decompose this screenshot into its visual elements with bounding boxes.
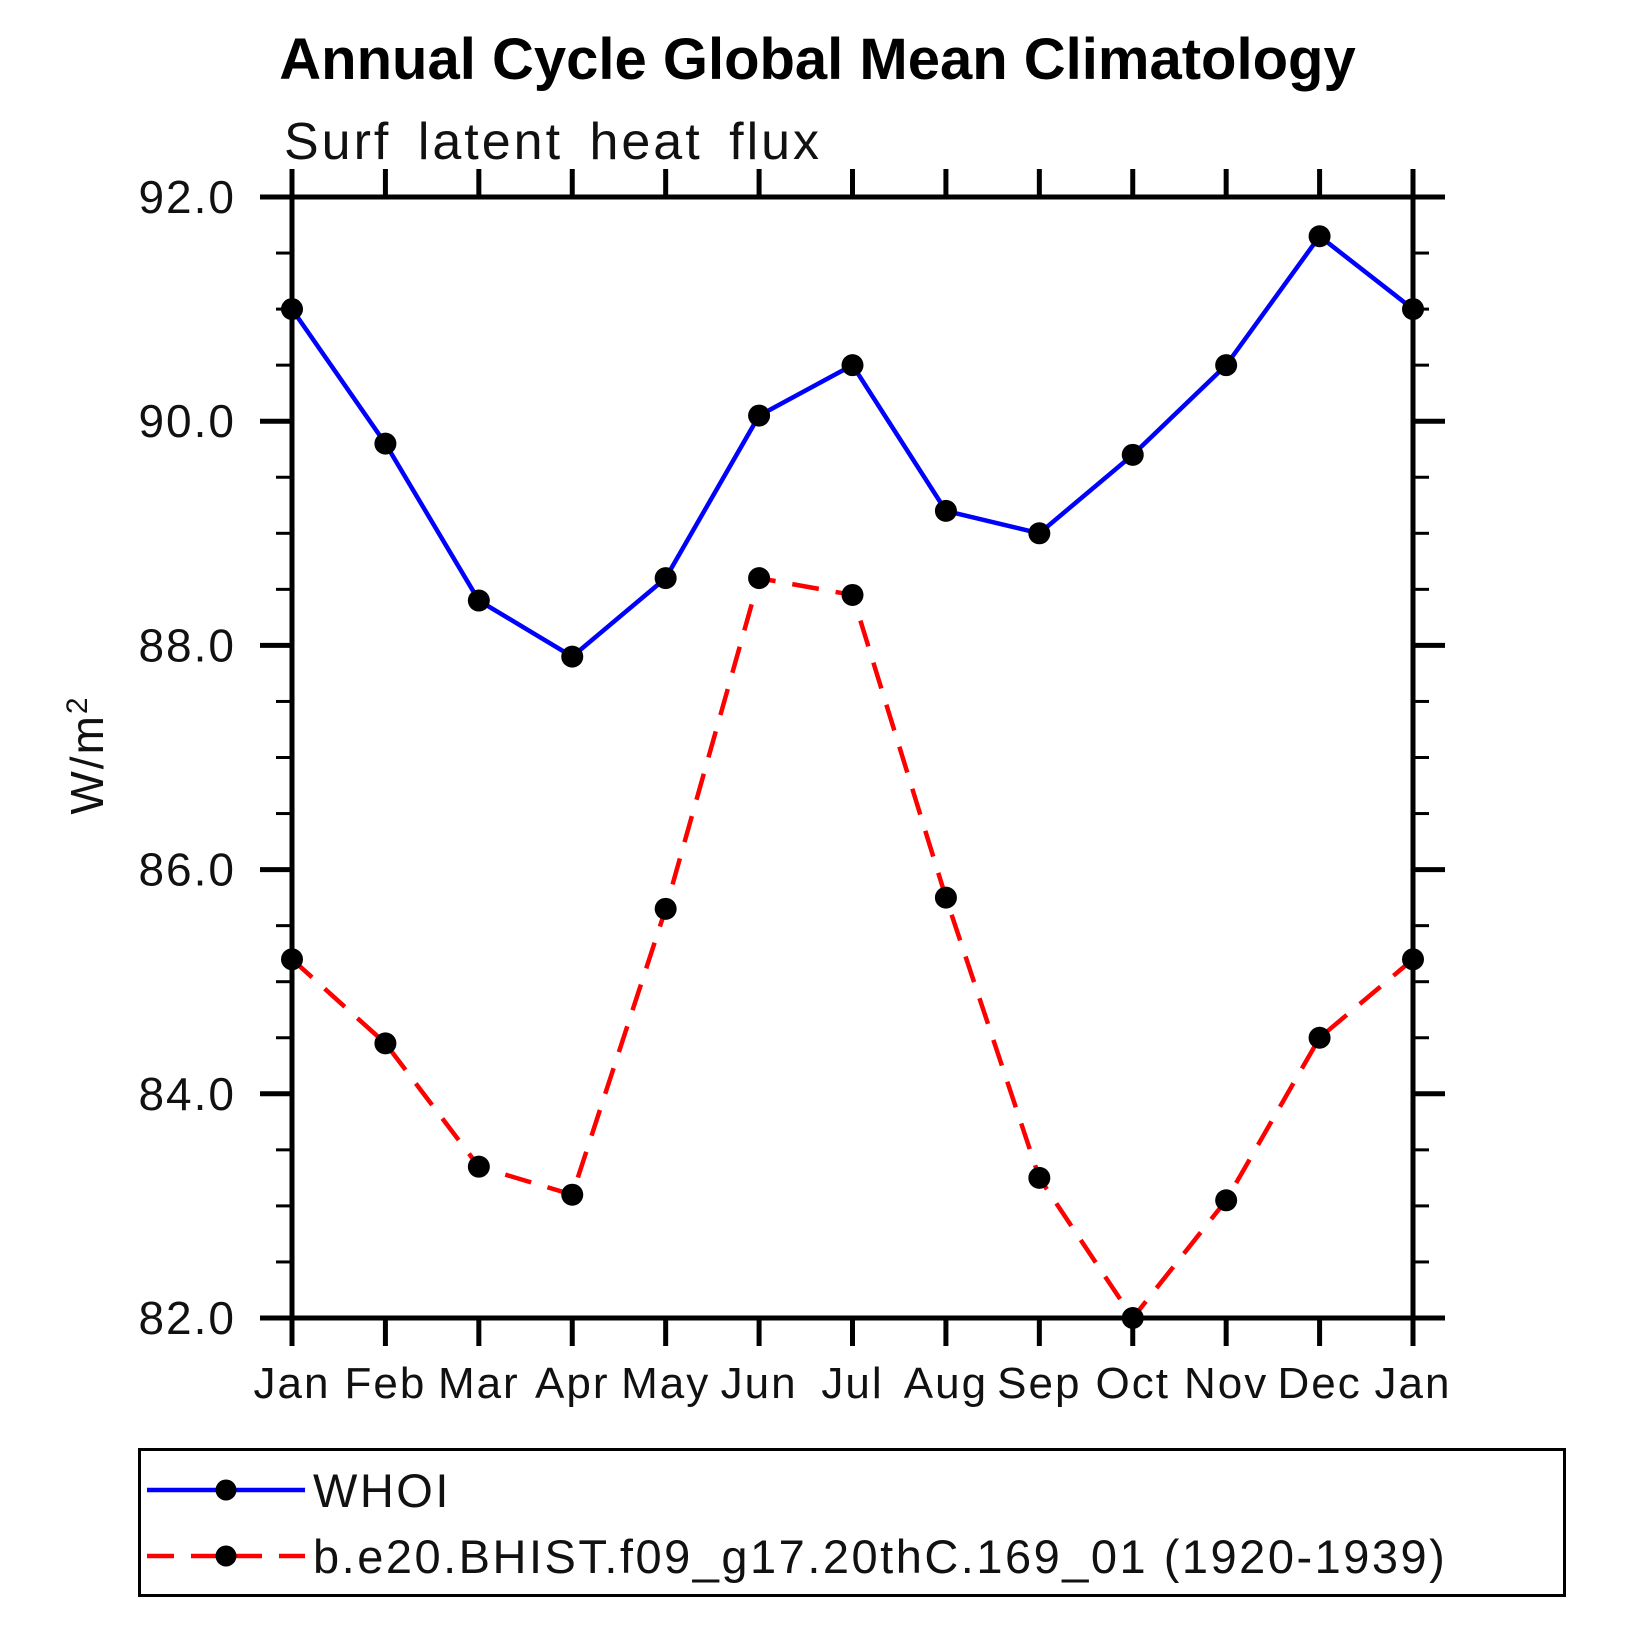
data-point-series-1: [654, 897, 677, 920]
data-point-series-1: [561, 1183, 584, 1206]
data-point-series-0: [374, 432, 397, 455]
y-tick-label: 88.0: [138, 619, 236, 671]
legend-line-sample-model-icon: [147, 1545, 305, 1567]
data-point-series-1: [934, 886, 957, 909]
plot-box: [289, 194, 1416, 1321]
legend-entry-whoi: WHOI: [145, 1464, 451, 1517]
data-point-series-1: [1402, 948, 1424, 971]
y-tick-label: 92.0: [138, 171, 236, 223]
data-point-series-1: [1215, 1189, 1238, 1212]
data-point-series-0: [654, 567, 677, 590]
legend-label-model: b.e20.BHIST.f09_g17.20thC.169_01 (1920-1…: [313, 1529, 1448, 1583]
data-point-series-0: [561, 645, 584, 668]
x-tick-label: Apr: [535, 1359, 609, 1408]
x-tick-label: Feb: [345, 1359, 427, 1408]
chart-title: Annual Cycle Global Mean Climatology: [279, 27, 1356, 92]
data-point-series-1: [467, 1155, 490, 1178]
data-point-series-1: [1121, 1307, 1144, 1329]
data-point-series-1: [748, 567, 771, 590]
y-tick-label: 84.0: [138, 1068, 236, 1120]
y-axis-label: W/m2: [61, 695, 113, 814]
series-line-1: [290, 575, 1415, 1322]
data-point-series-1: [841, 583, 864, 606]
data-point-series-0: [1028, 522, 1051, 545]
data-point-series-0: [467, 589, 490, 612]
y-tick-label: 90.0: [138, 395, 236, 447]
data-point-series-0: [1215, 354, 1238, 377]
legend-box: WHOI b.e20.BHIST.f09_g17.20thC.169_01 (1…: [138, 1448, 1566, 1597]
x-tick-label: Nov: [1184, 1359, 1268, 1408]
legend-whoi-marker-icon: [215, 1479, 237, 1501]
data-point-series-1: [1028, 1166, 1051, 1189]
y-tick-label: 86.0: [138, 844, 236, 896]
data-point-series-0: [1402, 298, 1424, 321]
legend-entry-model: b.e20.BHIST.f09_g17.20thC.169_01 (1920-1…: [145, 1530, 1447, 1583]
legend-label-whoi: WHOI: [313, 1463, 451, 1517]
x-tick-label: Jan: [254, 1359, 331, 1408]
data-point-series-1: [374, 1032, 397, 1055]
x-tick-label: Aug: [904, 1359, 988, 1408]
x-tick-label: Jan: [1375, 1359, 1452, 1408]
x-tick-label: Sep: [997, 1359, 1081, 1408]
data-point-series-0: [1308, 225, 1331, 248]
data-point-series-1: [1308, 1026, 1331, 1049]
y-tick-label: 82.0: [138, 1292, 236, 1344]
legend-line-sample-whoi-icon: [147, 1479, 305, 1501]
data-point-series-0: [841, 354, 864, 377]
data-point-series-0: [281, 298, 303, 321]
x-tick-label: May: [621, 1359, 710, 1408]
data-point-series-0: [1121, 443, 1144, 466]
x-tick-label: Oct: [1096, 1359, 1170, 1408]
data-point-series-0: [748, 404, 771, 427]
x-tick-label: Jun: [721, 1359, 798, 1408]
legend-model-marker-icon: [215, 1545, 237, 1567]
x-tick-label: Jul: [821, 1359, 883, 1408]
chart-subtitle: Surf latent heat flux: [284, 113, 823, 171]
x-tick-label: Dec: [1277, 1359, 1361, 1408]
data-point-series-1: [281, 948, 303, 971]
x-tick-label: Mar: [438, 1359, 520, 1408]
data-point-series-0: [934, 499, 957, 522]
